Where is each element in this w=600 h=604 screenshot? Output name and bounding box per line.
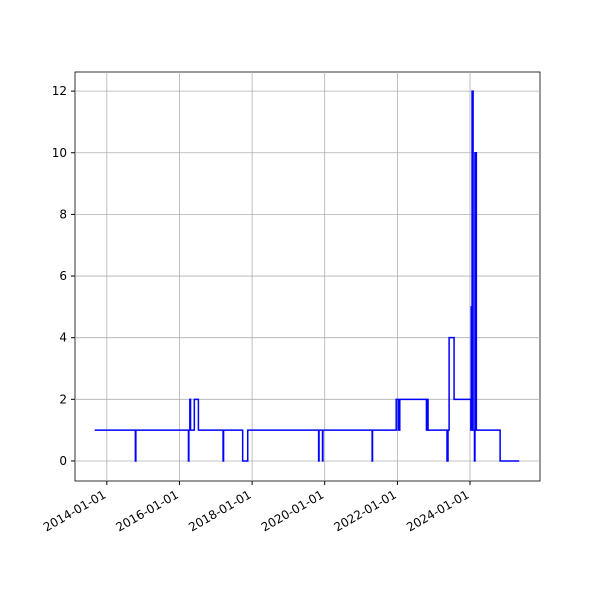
x-tick-label: 2022-01-01: [331, 487, 398, 534]
y-tick-label: 10: [52, 146, 67, 160]
y-tick-label: 8: [59, 207, 67, 221]
step-line: [94, 90, 520, 462]
y-tick-label: 6: [59, 269, 67, 283]
y-tick-label: 0: [59, 454, 67, 468]
x-tick-label: 2018-01-01: [186, 487, 253, 534]
y-tick-label: 4: [59, 331, 67, 345]
x-tick-label: 2014-01-01: [41, 487, 108, 534]
x-tick-label: 2020-01-01: [259, 487, 326, 534]
y-tick-label: 2: [59, 392, 67, 406]
y-tick-label: 12: [52, 84, 67, 98]
x-tick-label: 2016-01-01: [114, 487, 181, 534]
x-tick-label: 2024-01-01: [404, 487, 471, 534]
